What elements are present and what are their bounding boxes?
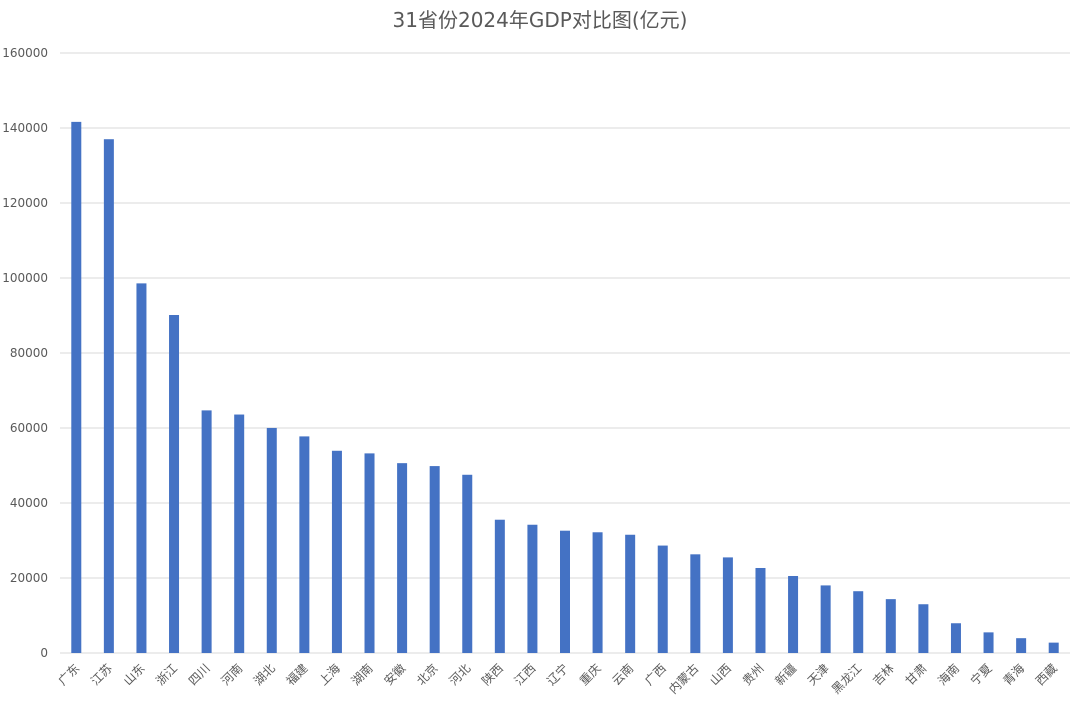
- y-axis-ticks: 0 20000 40000 60000 80000 100000 120000 140000 1…: [2, 46, 48, 660]
- x-category-label: 西藏: [1033, 661, 1060, 688]
- bar: [722, 557, 733, 653]
- x-category-label: 江苏: [88, 661, 115, 688]
- x-category-label: 广西: [642, 661, 669, 688]
- bar: [201, 410, 212, 653]
- y-tick-label: 40000: [10, 496, 48, 510]
- bar: [657, 545, 668, 653]
- bar: [592, 532, 603, 653]
- bar: [527, 524, 538, 653]
- x-category-label: 内蒙古: [665, 661, 701, 697]
- x-category-label: 安徽: [381, 661, 409, 689]
- bar: [1016, 638, 1027, 653]
- bar: [983, 632, 994, 653]
- x-category-label: 重庆: [577, 661, 604, 688]
- y-tick-label: 160000: [2, 46, 48, 60]
- x-category-label: 吉林: [870, 661, 897, 688]
- x-category-label: 山东: [121, 661, 148, 688]
- x-category-label: 黑龙江: [829, 661, 864, 696]
- x-category-label: 浙江: [153, 661, 180, 688]
- y-tick-label: 100000: [2, 271, 48, 285]
- y-tick-label: 140000: [2, 121, 48, 135]
- bar: [364, 453, 375, 653]
- x-category-label: 河北: [446, 661, 473, 688]
- x-category-label: 陕西: [478, 661, 506, 689]
- bar: [885, 599, 896, 653]
- x-category-label: 天津: [805, 661, 832, 688]
- x-category-label: 宁夏: [967, 661, 995, 689]
- x-category-label: 湖南: [348, 661, 376, 689]
- bar: [234, 414, 245, 653]
- bar: [462, 474, 473, 653]
- x-category-label: 贵州: [740, 661, 767, 688]
- bar: [788, 575, 799, 653]
- bar: [950, 623, 961, 653]
- x-category-label: 河南: [218, 661, 246, 689]
- bar: [820, 585, 831, 653]
- y-tick-label: 0: [40, 646, 48, 660]
- bar: [494, 519, 505, 653]
- bar: [331, 450, 342, 653]
- y-tick-label: 80000: [10, 346, 48, 360]
- bar: [429, 466, 440, 653]
- bar: [169, 315, 180, 653]
- x-category-label: 云南: [609, 661, 637, 689]
- gridlines: [60, 52, 1070, 654]
- x-category-label: 青海: [1000, 661, 1028, 689]
- y-tick-label: 60000: [10, 421, 48, 435]
- bar: [266, 427, 277, 653]
- x-category-label: 辽宁: [544, 661, 572, 689]
- chart-title: 31省份2024年GDP对比图(亿元): [393, 8, 688, 32]
- x-category-label: 甘肃: [903, 661, 930, 688]
- bar: [1048, 642, 1059, 653]
- x-category-label: 福建: [283, 661, 311, 689]
- bar: [918, 604, 929, 653]
- bars: [71, 121, 1059, 654]
- x-category-label: 湖北: [250, 661, 278, 689]
- x-category-label: 海南: [935, 661, 963, 689]
- y-tick-label: 20000: [10, 571, 48, 585]
- x-category-label: 北京: [414, 661, 441, 688]
- x-axis-categories: 广东 江苏 山东 浙江 四川 河南 湖北 福建 上海 湖南 安徽 北京 河北 陕西 江西 辽宁 重庆 云南 广西内蒙…: [56, 661, 1060, 697]
- x-category-label: 新疆: [772, 661, 800, 689]
- bar: [103, 139, 114, 654]
- bar: [625, 534, 636, 653]
- x-category-label: 广东: [56, 661, 83, 688]
- x-category-label: 上海: [315, 661, 343, 689]
- bar: [560, 530, 570, 653]
- bar: [136, 283, 147, 653]
- x-category-label: 四川: [186, 661, 213, 688]
- bar: [397, 463, 408, 653]
- bar: [299, 436, 310, 653]
- bar: [755, 567, 766, 653]
- bar: [71, 121, 82, 653]
- bar: [853, 591, 864, 653]
- y-tick-label: 120000: [2, 196, 48, 210]
- x-category-label: 山西: [707, 661, 734, 688]
- bar: [690, 554, 701, 653]
- x-category-label: 江西: [512, 661, 539, 688]
